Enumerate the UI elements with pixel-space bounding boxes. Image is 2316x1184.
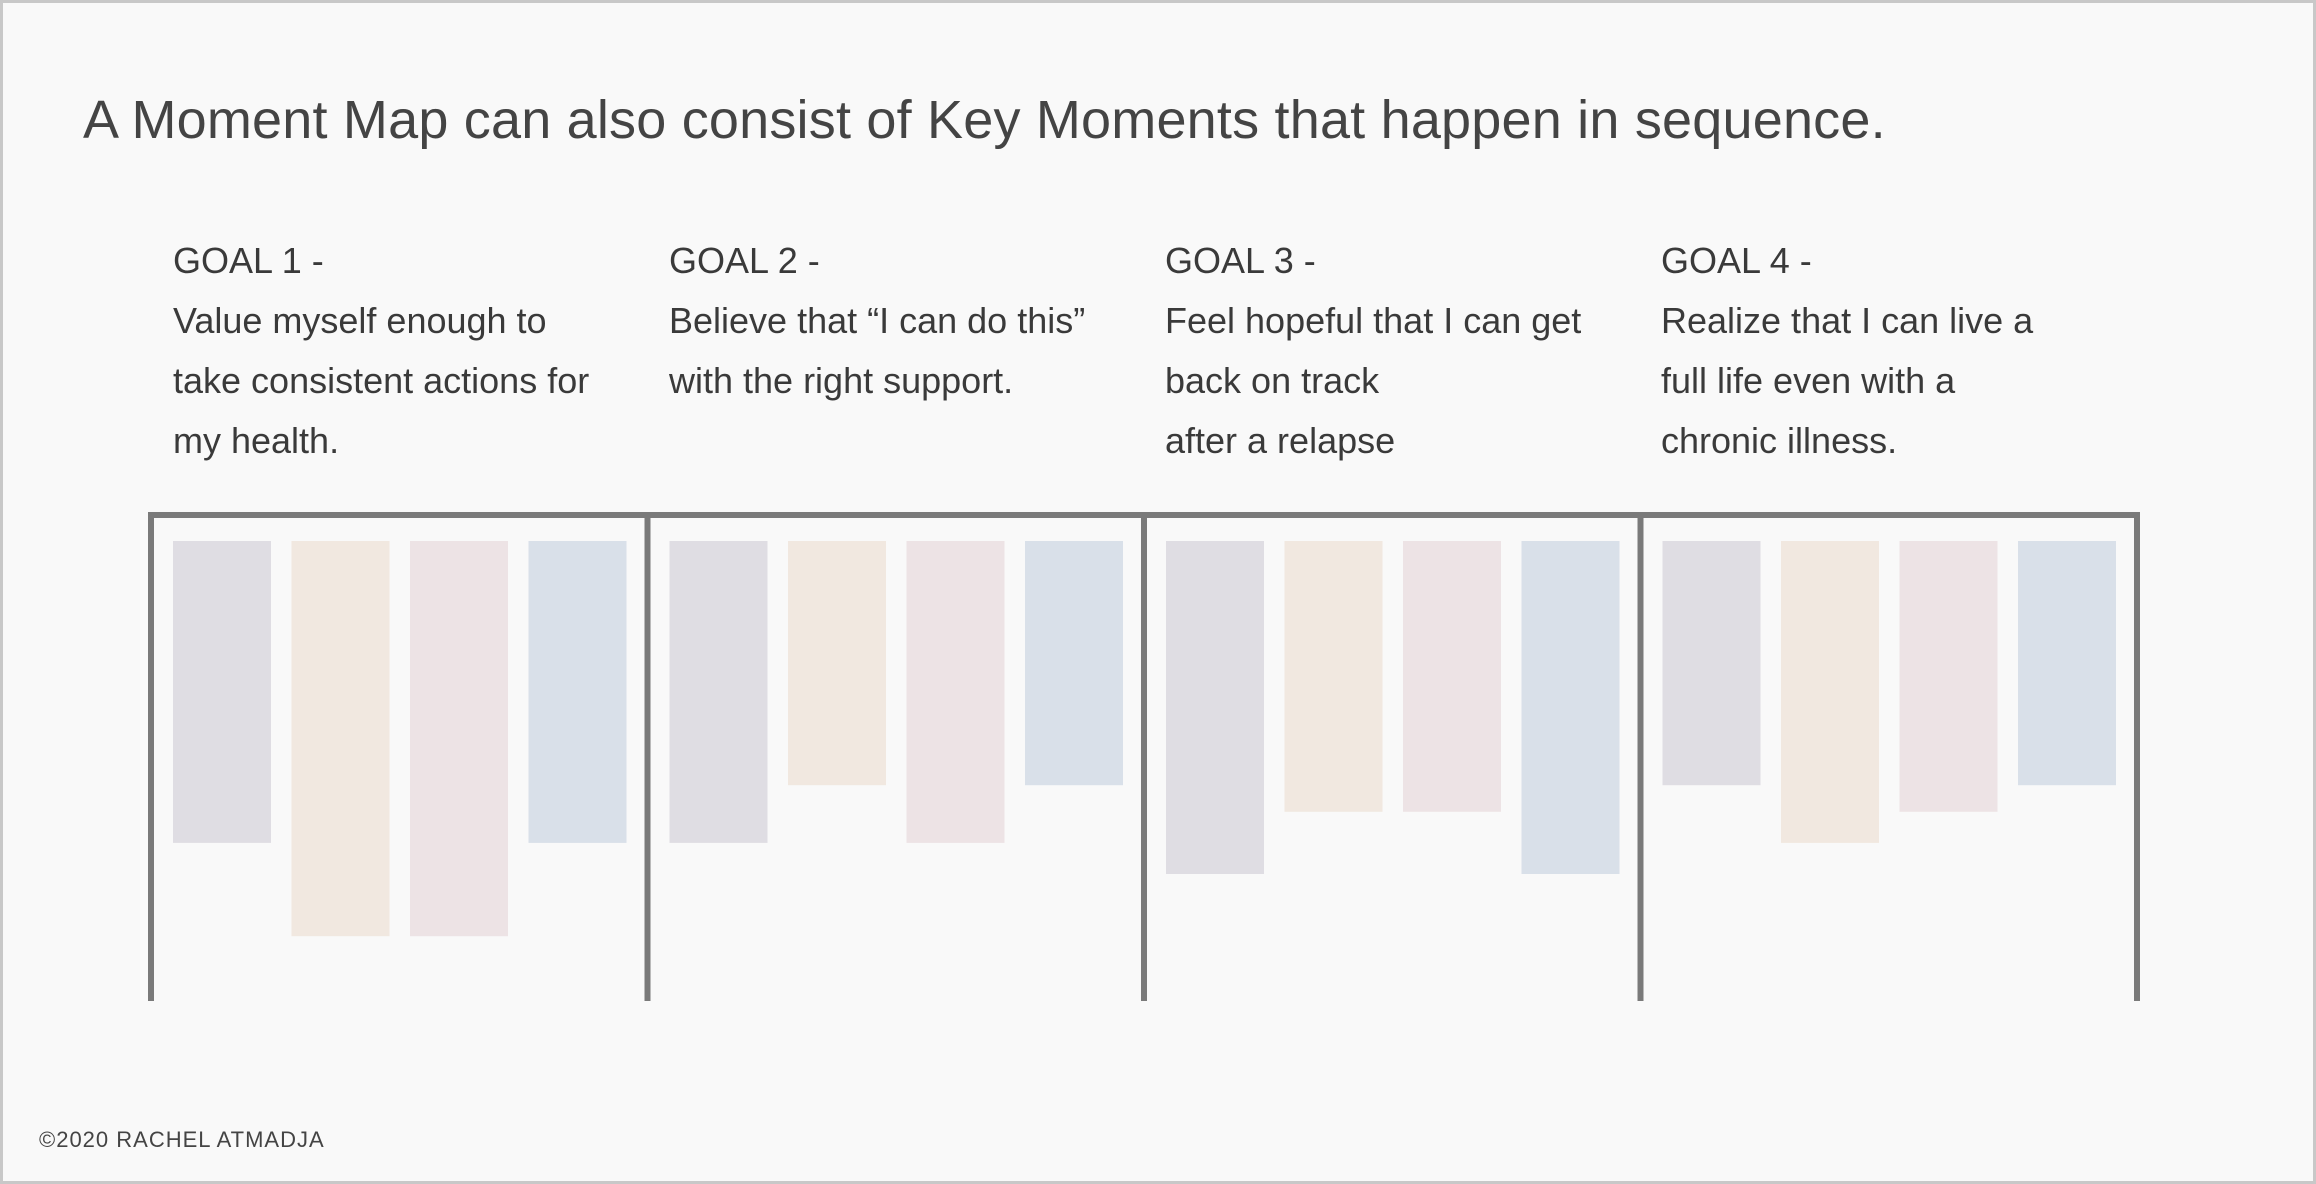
goal-4-line-1: Realize that I can live a bbox=[1661, 300, 2034, 341]
goal-1-moment-3 bbox=[410, 541, 508, 937]
goal-4-text: GOAL 4 - Realize that I can live a full … bbox=[1661, 231, 2131, 471]
moment-map-diagram bbox=[148, 512, 2140, 1001]
goal-1-text: GOAL 1 - Value myself enough to take con… bbox=[173, 231, 643, 471]
goal-4-moment-3 bbox=[1899, 541, 1998, 812]
goal-1-moment-1 bbox=[173, 541, 271, 843]
goal-3-label: GOAL 3 - bbox=[1165, 240, 1316, 281]
goal-3-moment-4 bbox=[1521, 541, 1620, 874]
goal-4-line-2: full life even with a bbox=[1661, 360, 1956, 401]
goal-3-moment-2 bbox=[1284, 541, 1383, 812]
goal-3-line-2: back on track bbox=[1165, 360, 1380, 401]
goal-2-moment-2 bbox=[788, 541, 886, 786]
goal-3-moment-1 bbox=[1166, 541, 1264, 874]
goal-4-line-3: chronic illness. bbox=[1661, 420, 1898, 461]
goal-1-line-3: my health. bbox=[173, 420, 340, 461]
copyright-footer: ©2020 RACHEL ATMADJA bbox=[39, 1127, 325, 1152]
goal-4-moment-1 bbox=[1662, 541, 1761, 786]
goal-2-line-2: with the right support. bbox=[669, 360, 1014, 401]
goal-1-line-2: take consistent actions for bbox=[173, 360, 590, 401]
goal-3-text: GOAL 3 - Feel hopeful that I can get bac… bbox=[1165, 231, 1635, 471]
goal-2-moment-4 bbox=[1025, 541, 1123, 786]
goal-1-label: GOAL 1 - bbox=[173, 240, 324, 281]
goal-2-line-1: Believe that “I can do this” bbox=[669, 300, 1086, 341]
goal-4-label: GOAL 4 - bbox=[1661, 240, 1812, 281]
goal-2-label: GOAL 2 - bbox=[669, 240, 820, 281]
goal-4-moment-4 bbox=[2018, 541, 2116, 786]
page-title: A Moment Map can also consist of Key Mom… bbox=[83, 90, 1886, 150]
goal-3-line-1: Feel hopeful that I can get bbox=[1165, 300, 1582, 341]
goal-2-moment-3 bbox=[906, 541, 1005, 843]
goal-2-moment-1 bbox=[669, 541, 768, 843]
goal-1-line-1: Value myself enough to bbox=[173, 300, 547, 341]
goal-2-text: GOAL 2 - Believe that “I can do this” wi… bbox=[669, 231, 1139, 411]
goal-3-line-3: after a relapse bbox=[1165, 420, 1396, 461]
goal-1-moment-4 bbox=[528, 541, 627, 843]
goal-3-moment-3 bbox=[1403, 541, 1501, 812]
goal-4-moment-2 bbox=[1781, 541, 1879, 843]
goal-1-moment-2 bbox=[291, 541, 390, 937]
